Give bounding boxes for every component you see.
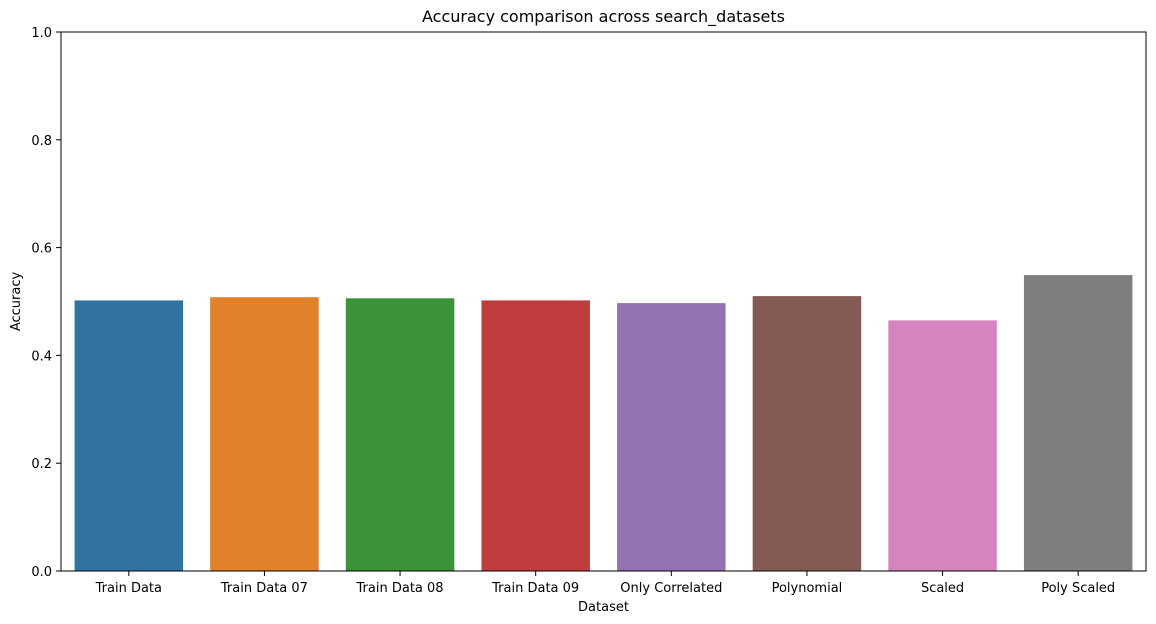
x-tick-label: Train Data 09 bbox=[491, 581, 579, 596]
bar-train-data-07 bbox=[210, 297, 319, 571]
y-axis-label: Accuracy bbox=[9, 272, 24, 332]
x-tick-label: Polynomial bbox=[772, 581, 843, 596]
y-axis-ticks: 0.0 0.2 0.4 0.6 0.8 1.0 bbox=[31, 26, 61, 580]
x-tick-label: Only Correlated bbox=[620, 581, 722, 596]
x-tick-label: Poly Scaled bbox=[1041, 581, 1115, 596]
x-axis-ticks: Train Data Train Data 07 Train Data 08 Trai… bbox=[95, 571, 1115, 596]
x-tick-label: Train Data bbox=[95, 581, 162, 596]
y-tick-label: 1.0 bbox=[31, 26, 52, 41]
bar-polynomial bbox=[752, 296, 862, 571]
plot-frame bbox=[60, 31, 1147, 572]
bar-train-data-09 bbox=[481, 300, 590, 571]
bar-only-correlated bbox=[617, 303, 726, 571]
chart-title: Accuracy comparison across search_datase… bbox=[422, 7, 785, 27]
bar-poly-scaled bbox=[1023, 275, 1133, 571]
x-axis-label: Dataset bbox=[578, 600, 629, 615]
y-tick-label: 0.6 bbox=[31, 242, 52, 257]
bars-group bbox=[74, 275, 1133, 571]
x-tick-label: Train Data 07 bbox=[220, 581, 308, 596]
x-tick-label: Train Data 08 bbox=[356, 581, 444, 596]
y-tick-label: 0.0 bbox=[31, 565, 52, 580]
y-tick-label: 0.8 bbox=[31, 134, 52, 149]
bar-scaled bbox=[888, 320, 997, 571]
bar-train-data-08 bbox=[345, 298, 455, 571]
bar-train-data bbox=[74, 300, 184, 571]
y-tick-label: 0.4 bbox=[31, 349, 52, 364]
y-tick-label: 0.2 bbox=[31, 457, 52, 472]
x-tick-label: Scaled bbox=[921, 581, 964, 596]
